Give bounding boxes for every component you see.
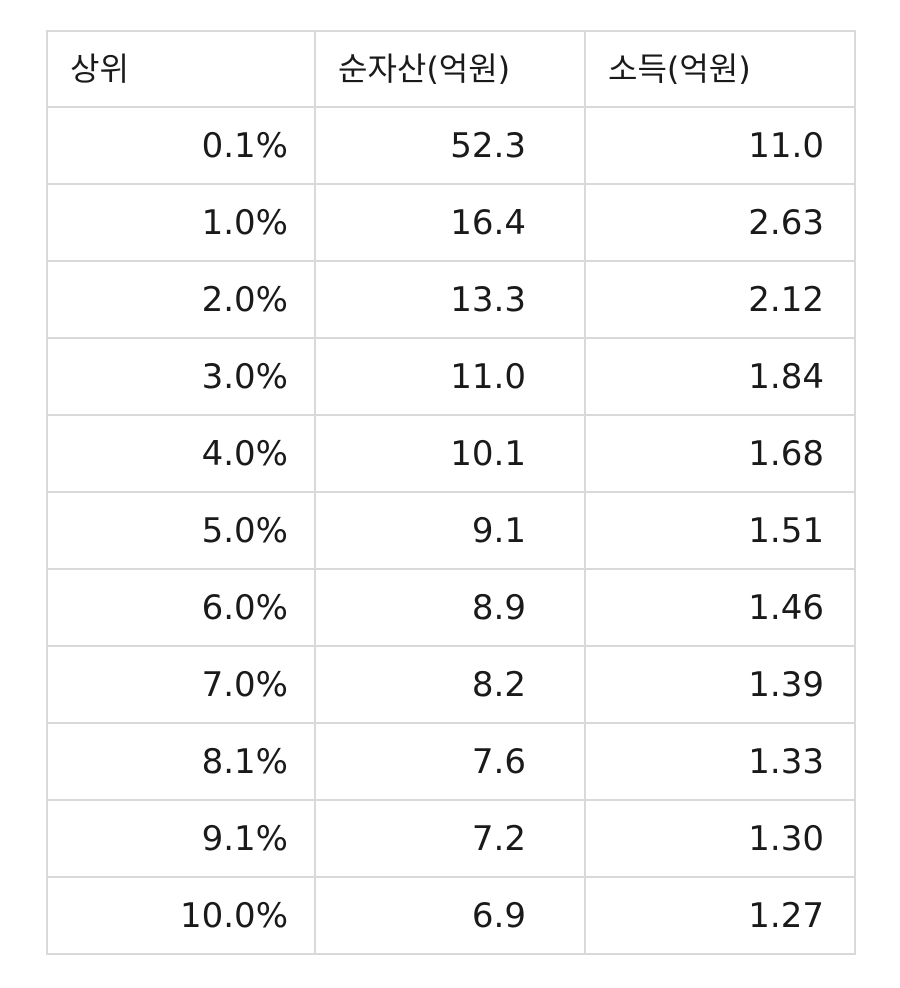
net-assets-cell: 10.1 [314, 414, 586, 493]
rank-cell: 9.1% [46, 799, 316, 878]
wealth-income-table: 상위 순자산(억원) 소득(억원) 0.1% 52.3 11.0 1.0% 16… [46, 30, 856, 955]
income-cell: 1.30 [584, 799, 856, 878]
income-cell: 2.12 [584, 260, 856, 339]
header-row: 상위 순자산(억원) 소득(억원) [46, 30, 856, 108]
income-cell: 1.84 [584, 337, 856, 416]
rank-cell: 4.0% [46, 414, 316, 493]
income-cell: 1.33 [584, 722, 856, 801]
net-assets-cell: 7.2 [314, 799, 586, 878]
table-row: 1.0% 16.4 2.63 [46, 183, 856, 262]
data-table-container: 상위 순자산(억원) 소득(억원) 0.1% 52.3 11.0 1.0% 16… [46, 30, 856, 955]
rank-cell: 8.1% [46, 722, 316, 801]
income-cell: 2.63 [584, 183, 856, 262]
rank-cell: 2.0% [46, 260, 316, 339]
table-row: 9.1% 7.2 1.30 [46, 799, 856, 878]
table-row: 8.1% 7.6 1.33 [46, 722, 856, 801]
rank-cell: 1.0% [46, 183, 316, 262]
header-net-assets: 순자산(억원) [314, 30, 586, 108]
net-assets-cell: 52.3 [314, 106, 586, 185]
rank-cell: 0.1% [46, 106, 316, 185]
table-row: 6.0% 8.9 1.46 [46, 568, 856, 647]
rank-cell: 6.0% [46, 568, 316, 647]
table-body: 0.1% 52.3 11.0 1.0% 16.4 2.63 2.0% 13.3 … [46, 106, 856, 955]
income-cell: 1.39 [584, 645, 856, 724]
income-cell: 11.0 [584, 106, 856, 185]
table-row: 0.1% 52.3 11.0 [46, 106, 856, 185]
table-row: 7.0% 8.2 1.39 [46, 645, 856, 724]
net-assets-cell: 7.6 [314, 722, 586, 801]
table-row: 5.0% 9.1 1.51 [46, 491, 856, 570]
net-assets-cell: 13.3 [314, 260, 586, 339]
net-assets-cell: 9.1 [314, 491, 586, 570]
header-rank: 상위 [46, 30, 316, 108]
net-assets-cell: 16.4 [314, 183, 586, 262]
table-header: 상위 순자산(억원) 소득(억원) [46, 30, 856, 108]
header-income: 소득(억원) [584, 30, 856, 108]
rank-cell: 3.0% [46, 337, 316, 416]
income-cell: 1.27 [584, 876, 856, 955]
rank-cell: 10.0% [46, 876, 316, 955]
table-row: 4.0% 10.1 1.68 [46, 414, 856, 493]
rank-cell: 5.0% [46, 491, 316, 570]
net-assets-cell: 11.0 [314, 337, 586, 416]
income-cell: 1.68 [584, 414, 856, 493]
net-assets-cell: 8.9 [314, 568, 586, 647]
table-row: 3.0% 11.0 1.84 [46, 337, 856, 416]
rank-cell: 7.0% [46, 645, 316, 724]
table-row: 10.0% 6.9 1.27 [46, 876, 856, 955]
net-assets-cell: 6.9 [314, 876, 586, 955]
income-cell: 1.51 [584, 491, 856, 570]
net-assets-cell: 8.2 [314, 645, 586, 724]
income-cell: 1.46 [584, 568, 856, 647]
table-row: 2.0% 13.3 2.12 [46, 260, 856, 339]
